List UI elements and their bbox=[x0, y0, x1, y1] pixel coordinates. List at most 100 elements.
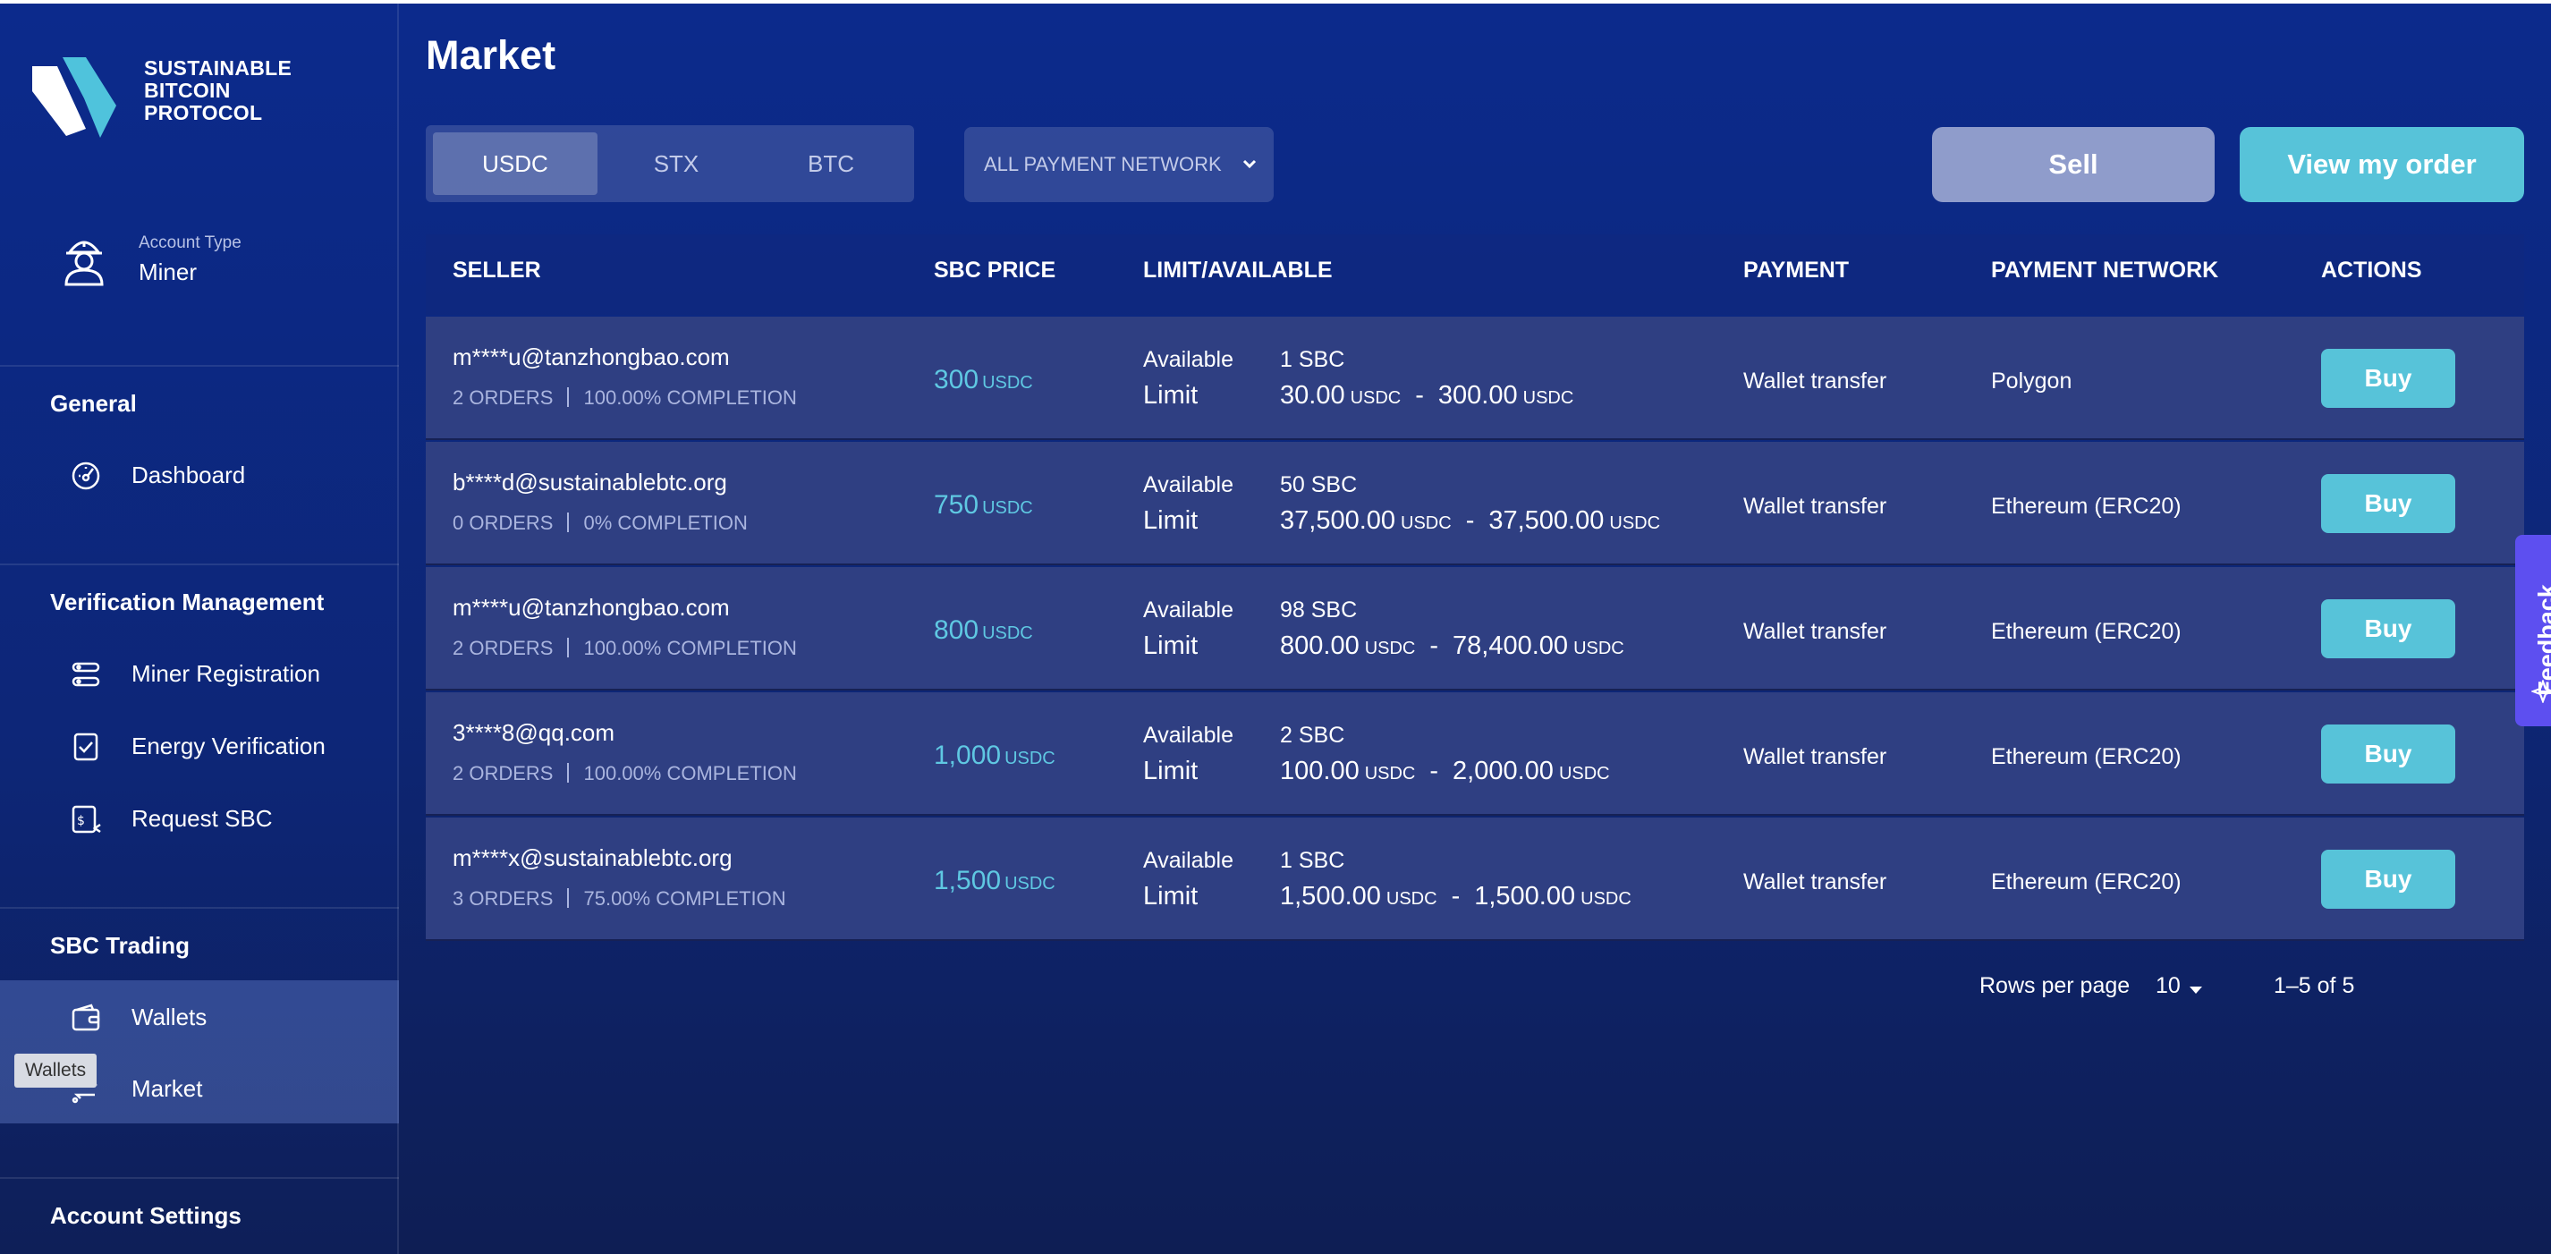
section-sbc-trading: SBC Trading bbox=[50, 932, 191, 959]
limit-min: 1,500.00 bbox=[1280, 882, 1381, 911]
price-currency: USDC bbox=[1004, 749, 1055, 768]
rows-per-page-select[interactable]: 10 bbox=[2156, 973, 2181, 998]
completion-rate: 100.00% COMPLETION bbox=[583, 762, 797, 784]
sidebar-item-label: Wallets bbox=[131, 1004, 208, 1030]
price-value: 800 bbox=[934, 615, 979, 645]
limit-range: 100.00 USDC -2,000.00 USDC bbox=[1280, 757, 1610, 786]
range-dash: - bbox=[1429, 757, 1439, 785]
seller-stats: 2 ORDERS 100.00% COMPLETION bbox=[453, 762, 797, 785]
seller-email: m****x@sustainablebtc.org bbox=[453, 844, 733, 871]
available-label: Available bbox=[1143, 472, 1234, 497]
available-value: 2 SBC bbox=[1280, 723, 1345, 748]
dashboard-icon bbox=[72, 462, 100, 490]
seller-stats: 2 ORDERS 100.00% COMPLETION bbox=[453, 637, 797, 660]
col-actions: ACTIONS bbox=[2321, 258, 2422, 283]
buy-button[interactable]: Buy bbox=[2321, 474, 2455, 533]
page-title: Market bbox=[426, 32, 556, 78]
limit-label: Limit bbox=[1143, 757, 1199, 785]
sell-button[interactable]: Sell bbox=[1932, 127, 2215, 202]
buy-button[interactable]: Buy bbox=[2321, 724, 2455, 784]
tab-btc[interactable]: BTC bbox=[808, 150, 854, 177]
app-window: SUSTAINABLE BITCOIN PROTOCOL Account Typ… bbox=[0, 4, 2551, 1254]
check-doc-icon bbox=[73, 733, 98, 761]
sbp-logo bbox=[32, 57, 116, 138]
tab-usdc[interactable]: USDC bbox=[433, 132, 597, 195]
limit-label: Limit bbox=[1143, 882, 1199, 911]
registration-icon bbox=[72, 662, 100, 687]
request-sbc-icon: $ bbox=[72, 805, 101, 834]
svg-text:$: $ bbox=[77, 814, 85, 828]
sidebar-item-request-sbc[interactable]: $ Request SBC bbox=[0, 782, 399, 853]
tab-stx[interactable]: STX bbox=[653, 150, 699, 177]
table-row: m****x@sustainablebtc.org 3 ORDERS 75.00%… bbox=[426, 818, 2524, 941]
limit-range: 800.00 USDC -78,400.00 USDC bbox=[1280, 631, 1624, 661]
limit-currency: USDC bbox=[1580, 889, 1631, 909]
available-label: Available bbox=[1143, 723, 1234, 748]
range-dash: - bbox=[1429, 631, 1439, 660]
limit-min: 800.00 bbox=[1280, 631, 1360, 660]
stats-divider bbox=[567, 763, 570, 783]
table-header: SELLER SBC PRICE LIMIT/AVAILABLE PAYMENT… bbox=[426, 234, 2524, 315]
payment-network-value: ALL PAYMENT NETWORK bbox=[984, 153, 1222, 175]
available-value: 50 SBC bbox=[1280, 472, 1358, 497]
payment-network-select[interactable]: ALL PAYMENT NETWORK bbox=[964, 127, 1274, 202]
sidebar-item-miner-registration[interactable]: Miner Registration bbox=[0, 637, 399, 708]
completion-rate: 100.00% COMPLETION bbox=[583, 637, 797, 659]
available-label: Available bbox=[1143, 848, 1234, 873]
price-currency: USDC bbox=[982, 373, 1033, 393]
limit-label: Limit bbox=[1143, 506, 1199, 535]
table-row: m****u@tanzhongbao.com 2 ORDERS 100.00% C… bbox=[426, 567, 2524, 691]
caret-down-icon[interactable] bbox=[2188, 985, 2204, 996]
payment-method: Wallet transfer bbox=[1743, 619, 1887, 644]
payment-network: Ethereum (ERC20) bbox=[1991, 869, 2182, 894]
payment-network: Ethereum (ERC20) bbox=[1991, 494, 2182, 519]
payment-network: Ethereum (ERC20) bbox=[1991, 744, 2182, 769]
scrollbar[interactable] bbox=[2551, 0, 2576, 1254]
available-label: Available bbox=[1143, 597, 1234, 623]
available-label: Available bbox=[1143, 347, 1234, 372]
limit-label: Limit bbox=[1143, 631, 1199, 660]
pagination-range: 1–5 of 5 bbox=[2274, 973, 2355, 998]
col-seller: SELLER bbox=[453, 258, 541, 283]
limit-label: Limit bbox=[1143, 381, 1199, 410]
sidebar-item-energy-verification[interactable]: Energy Verification bbox=[0, 709, 399, 781]
table-row: 3****8@qq.com 2 ORDERS 100.00% COMPLETION… bbox=[426, 692, 2524, 816]
order-count: 2 ORDERS bbox=[453, 386, 554, 409]
seller-email: 3****8@qq.com bbox=[453, 719, 615, 746]
col-sbc-price: SBC PRICE bbox=[934, 258, 1056, 283]
payment-method: Wallet transfer bbox=[1743, 494, 1887, 519]
limit-currency: USDC bbox=[1558, 764, 1610, 784]
sbc-price: 750 USDC bbox=[934, 490, 1033, 521]
sidebar: SUSTAINABLE BITCOIN PROTOCOL Account Typ… bbox=[0, 4, 399, 1254]
sbc-price: 800 USDC bbox=[934, 615, 1033, 646]
completion-rate: 75.00% COMPLETION bbox=[583, 887, 786, 910]
sidebar-item-label: Energy Verification bbox=[131, 733, 326, 759]
buy-button[interactable]: Buy bbox=[2321, 599, 2455, 658]
seller-email: m****u@tanzhongbao.com bbox=[453, 594, 730, 621]
sidebar-item-label: Market bbox=[131, 1075, 203, 1102]
order-count: 2 ORDERS bbox=[453, 762, 554, 784]
section-account-settings[interactable]: Account Settings bbox=[50, 1202, 242, 1229]
sidebar-item-dashboard[interactable]: Dashboard bbox=[0, 438, 399, 510]
table-row: m****u@tanzhongbao.com 2 ORDERS 100.00% C… bbox=[426, 317, 2524, 440]
completion-rate: 0% COMPLETION bbox=[583, 512, 748, 534]
limit-max: 1,500.00 bbox=[1474, 882, 1576, 911]
buy-button[interactable]: Buy bbox=[2321, 349, 2455, 408]
sbc-price: 1,000 USDC bbox=[934, 741, 1055, 771]
limit-currency: USDC bbox=[1401, 513, 1452, 533]
sbc-price: 1,500 USDC bbox=[934, 866, 1055, 896]
sidebar-divider bbox=[0, 907, 399, 909]
sidebar-divider bbox=[0, 563, 399, 565]
price-currency: USDC bbox=[982, 498, 1033, 518]
price-value: 1,000 bbox=[934, 741, 1002, 770]
account-type-label: Account Type bbox=[139, 233, 242, 252]
price-value: 1,500 bbox=[934, 866, 1002, 895]
col-limit-available: LIMIT/AVAILABLE bbox=[1143, 258, 1333, 283]
view-my-order-button[interactable]: View my order bbox=[2240, 127, 2524, 202]
payment-network: Ethereum (ERC20) bbox=[1991, 619, 2182, 644]
order-count: 2 ORDERS bbox=[453, 637, 554, 659]
section-general: General bbox=[50, 390, 137, 417]
sidebar-item-wallets[interactable]: Wallets bbox=[0, 980, 399, 1052]
limit-max: 37,500.00 bbox=[1488, 506, 1605, 535]
buy-button[interactable]: Buy bbox=[2321, 850, 2455, 909]
